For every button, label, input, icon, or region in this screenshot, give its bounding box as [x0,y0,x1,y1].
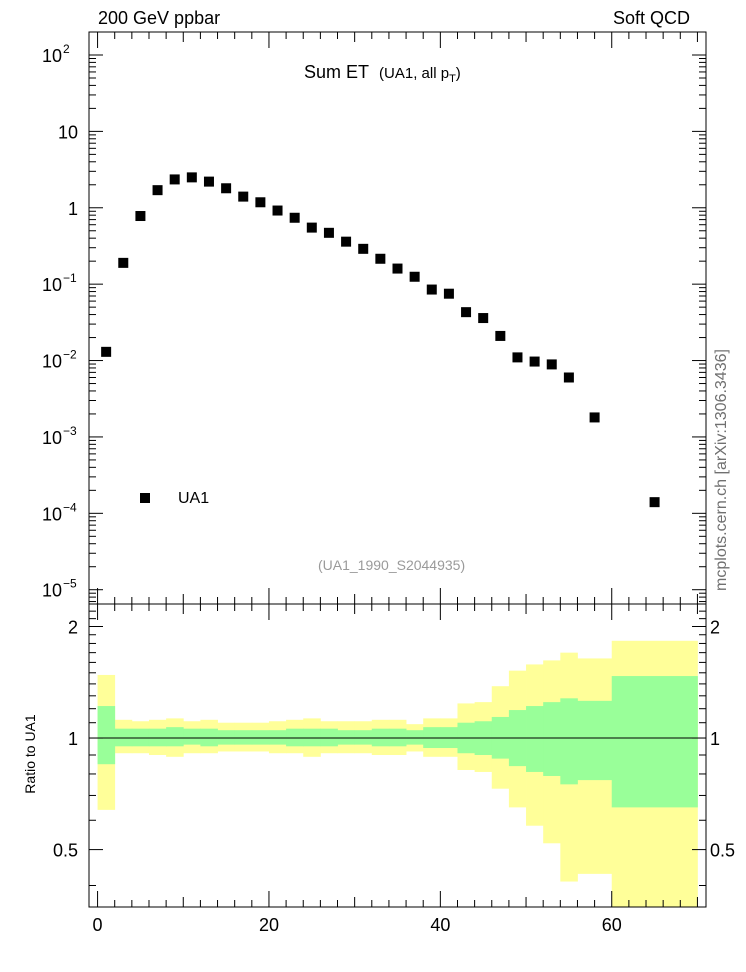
ratio-inner-band-0 [97,706,116,765]
ratio-y-tick-label-left-0.5: 0.5 [53,841,78,861]
data-point-27 [563,372,574,383]
main-y-tick-exponent-4: −2 [63,348,77,362]
main-y-tick-label-1: 10 [58,122,78,142]
data-point-13 [323,227,334,238]
title-extra-end: ) [455,65,461,82]
ratio-inner-band-2 [131,728,150,747]
ratio-inner-band-26 [543,702,561,776]
x-tick-label-0: 0 [93,915,103,935]
ratio-inner-band-28 [577,700,613,781]
ratio-inner-band-11 [286,728,304,747]
title-extra: (UA1, all pT) [379,65,461,85]
ratio-inner-band-17 [388,728,407,747]
data-point-1 [118,257,129,268]
data-point-5 [186,172,197,183]
ratio-inner-band-12 [303,728,321,747]
main-y-tick-label-7: 10 [42,581,62,601]
ratio-inner-band-7 [217,730,236,745]
ratio-inner-band-6 [200,728,218,747]
main-y-tick-label-4: 10 [42,352,62,372]
main-y-tick-exponent-3: −1 [63,271,77,285]
ratio-y-axis-label: Ratio to UA1 [22,714,38,794]
main-plot-frame [88,31,707,605]
data-point-6 [203,176,214,187]
ratio-inner-band-16 [371,728,390,747]
data-point-4 [169,174,180,185]
x-tick-label-20: 20 [259,915,279,935]
data-point-28 [589,412,600,423]
side-watermark-label: mcplots.cern.ch [arXiv:1306.3436] [713,349,730,591]
x-tick-label-60: 60 [602,915,622,935]
data-point-16 [375,253,386,264]
data-point-15 [358,243,369,254]
data-point-23 [495,330,506,341]
data-point-8 [238,191,249,202]
main-plot-title: Sum ET (UA1, all pT) [304,62,461,85]
data-point-17 [392,263,403,274]
data-point-21 [461,307,472,318]
data-point-10 [272,205,283,216]
ratio-y-tick-label-right-0.5: 0.5 [710,841,735,861]
ratio-y-tick-label-left-2: 2 [68,617,78,637]
ratio-y-tick-label-left-1: 1 [68,729,78,749]
ratio-inner-band-13 [320,728,338,747]
title-extra-text: (UA1, all p [379,65,450,82]
data-point-2 [135,211,146,222]
data-point-25 [529,356,540,367]
analysis-reference: (UA1_1990_S2044935) [318,557,466,573]
ratio-inner-band-25 [526,706,544,772]
legend-entry-ua1: UA1 [178,490,210,507]
ratio-y-tick-label-right-2: 2 [710,617,720,637]
data-point-3 [152,185,163,196]
main-y-tick-label-2: 1 [68,199,78,219]
data-point-29 [649,497,660,508]
title-main: Sum ET [304,62,370,82]
x-tick-label-40: 40 [430,915,450,935]
data-point-26 [546,359,557,370]
main-y-tick-label-3: 10 [42,275,62,295]
ratio-inner-band-3 [148,728,167,747]
data-point-22 [478,313,489,324]
data-point-12 [306,222,317,233]
data-point-11 [289,212,300,223]
ratio-inner-band-18 [406,730,424,745]
main-y-tick-exponent-0: 2 [63,42,70,56]
ratio-inner-band-27 [560,698,578,785]
main-y-tick-exponent-6: −4 [63,500,77,514]
data-point-20 [443,288,454,299]
data-point-14 [341,236,352,247]
ratio-y-tick-label-right-1: 1 [710,729,720,749]
ratio-inner-band-15 [354,730,373,745]
ratio-inner-band-29 [611,676,698,808]
ratio-inner-band-5 [183,728,201,745]
header-process-label: Soft QCD [612,8,690,28]
main-y-tick-exponent-7: −5 [63,577,77,591]
data-point-18 [409,271,420,282]
main-y-tick-label-0: 10 [42,46,62,66]
title-extra-subscript: T [449,73,456,85]
main-y-tick-exponent-5: −3 [63,424,77,438]
main-y-tick-label-6: 10 [42,504,62,524]
data-point-0 [101,346,112,357]
data-point-9 [255,197,266,208]
ratio-inner-band-4 [166,727,184,747]
ratio-inner-band-9 [251,730,270,745]
legend-marker-ua1 [140,493,150,503]
header-collision-label: 200 GeV ppbar [98,8,221,28]
main-y-tick-label-5: 10 [42,428,62,448]
ratio-inner-band-1 [114,728,133,747]
data-point-19 [426,284,437,295]
ratio-inner-band-8 [234,730,253,745]
ratio-inner-band-14 [337,730,356,745]
ratio-inner-band-10 [268,730,287,745]
data-point-7 [221,183,232,194]
data-point-24 [512,352,523,363]
